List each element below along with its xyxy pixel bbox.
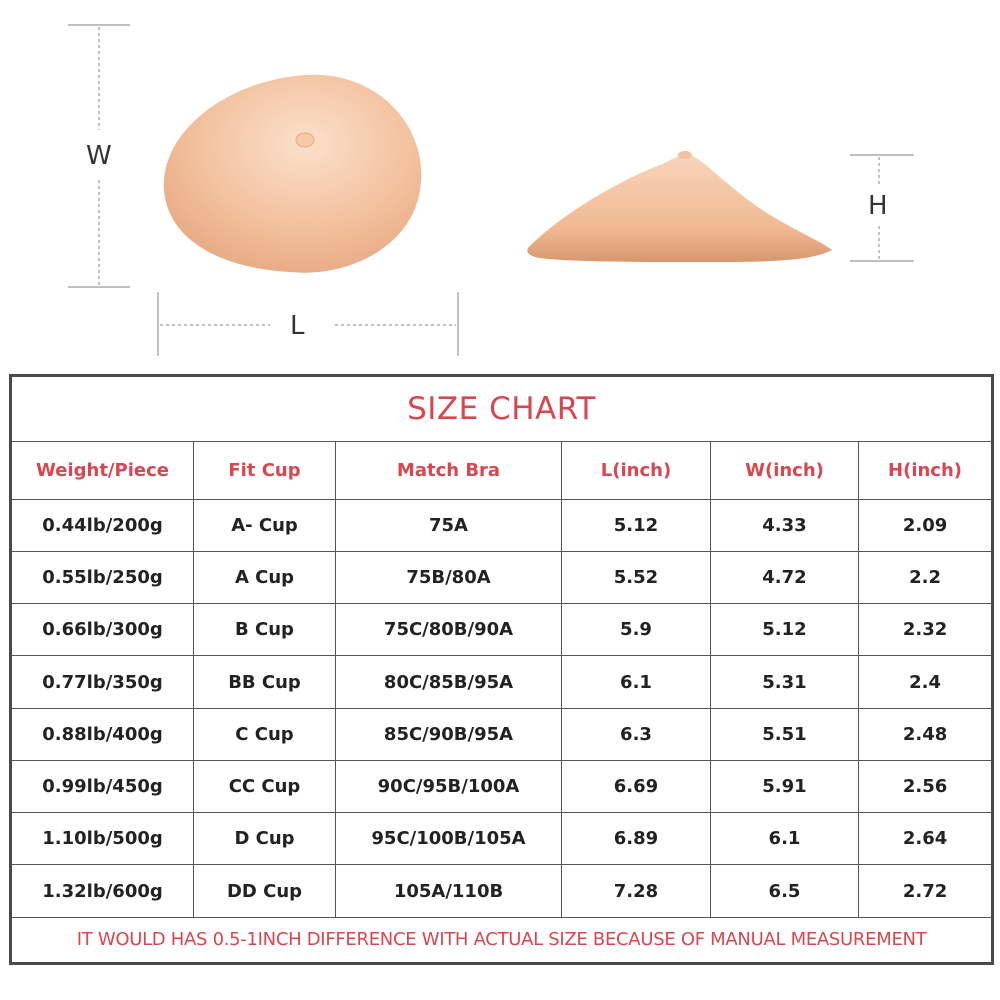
cell-height: 2.48 — [857, 707, 994, 761]
product-diagram-svg — [68, 24, 914, 356]
cell-weight: 0.88lb/400g — [10, 707, 194, 761]
cell-fit-cup: BB Cup — [193, 655, 336, 709]
length-dimension-line — [157, 292, 459, 356]
header-weight: Weight/Piece — [10, 441, 194, 500]
breast-form-side-view — [527, 154, 832, 262]
cell-match-bra: 80C/85B/95A — [335, 655, 562, 709]
table-row: 0.66lb/300g B Cup 75C/80B/90A 5.9 5.12 2… — [10, 603, 994, 657]
cell-width: 5.91 — [710, 759, 859, 814]
table-row: 0.44lb/200g A- Cup 75A 5.12 4.33 2.09 — [10, 498, 994, 552]
cell-height: 2.4 — [857, 655, 994, 709]
cell-fit-cup: C Cup — [193, 707, 336, 761]
cell-width: 5.31 — [710, 655, 859, 709]
height-dimension-line — [850, 154, 914, 262]
cell-length: 5.9 — [561, 603, 711, 657]
header-row: Weight/Piece Fit Cup Match Bra L(inch) W… — [10, 441, 994, 500]
header-fit-cup: Fit Cup — [193, 441, 336, 500]
width-dimension-line — [68, 24, 130, 288]
measurement-note: IT WOULD HAS 0.5-1INCH DIFFERENCE WITH A… — [9, 916, 994, 965]
cell-weight: 0.44lb/200g — [10, 498, 194, 552]
cell-width: 6.1 — [710, 812, 859, 866]
cell-width: 6.5 — [710, 864, 859, 918]
cell-length: 7.28 — [561, 864, 711, 918]
cell-weight: 0.77lb/350g — [10, 655, 194, 709]
cell-height: 2.09 — [857, 498, 994, 552]
table-row: 0.88lb/400g C Cup 85C/90B/95A 6.3 5.51 2… — [10, 707, 994, 761]
cell-fit-cup: B Cup — [193, 603, 336, 657]
cell-match-bra: 105A/110B — [335, 864, 562, 918]
cell-height: 2.2 — [857, 550, 994, 605]
cell-length: 5.52 — [561, 550, 711, 605]
cell-weight: 1.32lb/600g — [10, 864, 194, 918]
cell-weight: 0.99lb/450g — [10, 759, 194, 814]
table-row: 0.55lb/250g A Cup 75B/80A 5.52 4.72 2.2 — [10, 550, 994, 605]
note-row: IT WOULD HAS 0.5-1INCH DIFFERENCE WITH A… — [9, 916, 994, 965]
cell-weight: 0.66lb/300g — [10, 603, 194, 657]
cell-match-bra: 75A — [335, 498, 562, 552]
table-row: 0.99lb/450g CC Cup 90C/95B/100A 6.69 5.9… — [10, 759, 994, 814]
product-diagram: W L H — [0, 0, 1000, 370]
cell-height: 2.56 — [857, 759, 994, 814]
cell-match-bra: 85C/90B/95A — [335, 707, 562, 761]
cell-height: 2.32 — [857, 603, 994, 657]
header-match-bra: Match Bra — [335, 441, 562, 500]
cell-fit-cup: A- Cup — [193, 498, 336, 552]
cell-fit-cup: A Cup — [193, 550, 336, 605]
table-row: 0.77lb/350g BB Cup 80C/85B/95A 6.1 5.31 … — [10, 655, 994, 709]
size-chart-title: SIZE CHART — [9, 374, 994, 443]
cell-width: 4.72 — [710, 550, 859, 605]
cell-length: 5.12 — [561, 498, 711, 552]
nipple-side — [678, 151, 692, 159]
cell-width: 4.33 — [710, 498, 859, 552]
cell-height: 2.64 — [857, 812, 994, 866]
title-row: SIZE CHART — [9, 374, 994, 443]
header-length: L(inch) — [561, 441, 711, 500]
height-label: H — [868, 191, 888, 221]
cell-match-bra: 90C/95B/100A — [335, 759, 562, 814]
cell-length: 6.89 — [561, 812, 711, 866]
header-width: W(inch) — [710, 441, 859, 500]
header-height: H(inch) — [857, 441, 994, 500]
length-label: L — [290, 311, 305, 341]
size-chart-table: SIZE CHART Weight/Piece Fit Cup Match Br… — [9, 374, 995, 965]
cell-fit-cup: CC Cup — [193, 759, 336, 814]
cell-weight: 1.10lb/500g — [10, 812, 194, 866]
table-row: 1.32lb/600g DD Cup 105A/110B 7.28 6.5 2.… — [10, 864, 994, 918]
breast-form-front-view — [163, 74, 422, 273]
cell-fit-cup: DD Cup — [193, 864, 336, 918]
cell-weight: 0.55lb/250g — [10, 550, 194, 605]
cell-match-bra: 75B/80A — [335, 550, 562, 605]
cell-length: 6.69 — [561, 759, 711, 814]
cell-length: 6.3 — [561, 707, 711, 761]
cell-fit-cup: D Cup — [193, 812, 336, 866]
cell-match-bra: 95C/100B/105A — [335, 812, 562, 866]
table-row: 1.10lb/500g D Cup 95C/100B/105A 6.89 6.1… — [10, 812, 994, 866]
cell-match-bra: 75C/80B/90A — [335, 603, 562, 657]
cell-length: 6.1 — [561, 655, 711, 709]
nipple-front — [295, 132, 315, 148]
cell-width: 5.51 — [710, 707, 859, 761]
width-label: W — [86, 141, 112, 171]
cell-height: 2.72 — [857, 864, 994, 918]
cell-width: 5.12 — [710, 603, 859, 657]
